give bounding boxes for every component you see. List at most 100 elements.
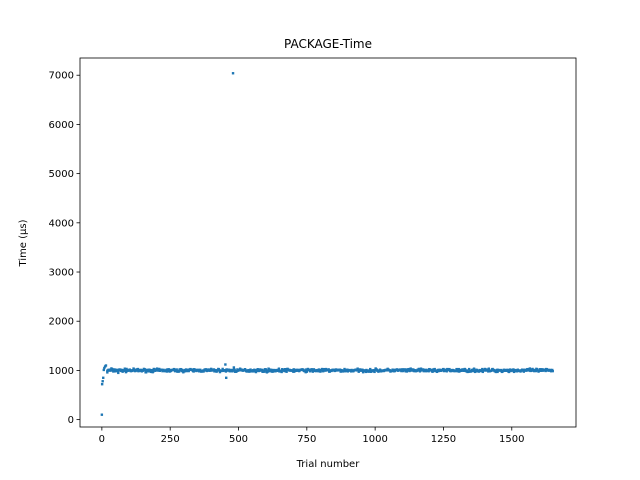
y-axis-ticks: 0 1000 2000 3000 4000 5000 6000 7000 [49, 71, 80, 426]
data-point [303, 369, 307, 373]
data-point [264, 368, 268, 371]
data-point [368, 369, 371, 372]
data-point [430, 368, 433, 372]
data-point [455, 368, 459, 371]
data-point [496, 370, 499, 374]
x-tick-label: 250 [161, 434, 180, 445]
data-point [427, 370, 430, 373]
y-tick-label: 4000 [49, 218, 74, 229]
data-point [199, 368, 202, 372]
data-point [100, 413, 104, 416]
data-point [224, 363, 227, 366]
data-point [100, 383, 104, 386]
data-point [106, 371, 109, 374]
data-point [112, 370, 115, 373]
y-axis-label: Time (μs) [18, 219, 29, 267]
data-point [417, 367, 421, 371]
data-point [191, 368, 194, 371]
x-tick-label: 750 [297, 434, 316, 445]
y-tick-label: 7000 [49, 71, 74, 82]
data-point [184, 368, 188, 371]
data-point [327, 368, 330, 371]
data-point [486, 368, 489, 372]
data-point [292, 368, 295, 371]
data-point [224, 370, 228, 373]
data-point [192, 370, 195, 373]
data-point [506, 368, 510, 372]
data-point [494, 370, 498, 374]
data-point [102, 368, 105, 372]
data-point [155, 367, 159, 370]
data-point [152, 370, 155, 373]
data-point [177, 370, 181, 373]
data-point [512, 368, 515, 371]
data-point [361, 370, 365, 374]
data-point [538, 369, 541, 372]
data-point [277, 367, 281, 370]
data-point [487, 367, 491, 370]
data-point [285, 370, 288, 373]
data-point [175, 368, 178, 371]
plot-area [80, 58, 576, 427]
y-tick-label: 6000 [49, 120, 74, 131]
data-point [102, 376, 105, 379]
y-tick-label: 5000 [49, 169, 74, 180]
data-point [448, 367, 451, 371]
data-point [103, 366, 106, 370]
data-point [225, 376, 228, 379]
y-tick-label: 3000 [49, 268, 74, 279]
y-tick-label: 0 [68, 415, 74, 426]
x-tick-label: 0 [99, 434, 105, 445]
data-point [357, 370, 360, 373]
x-tick-label: 1250 [431, 434, 456, 445]
data-point [254, 370, 258, 374]
data-point [233, 368, 236, 372]
data-point [445, 370, 448, 373]
data-point [369, 367, 372, 371]
y-tick-label: 1000 [49, 366, 74, 377]
x-tick-label: 500 [229, 434, 248, 445]
data-point [528, 367, 532, 370]
data-point [534, 369, 538, 373]
data-point [481, 370, 485, 374]
data-point [280, 370, 283, 374]
data-point [187, 369, 190, 373]
data-point [544, 369, 547, 373]
plot-frame [79, 57, 577, 428]
data-point [472, 367, 476, 370]
data-point [209, 367, 213, 371]
data-point [279, 369, 283, 372]
data-point [522, 370, 525, 373]
x-axis-label: Trial number [296, 459, 361, 470]
data-point [113, 368, 116, 371]
data-point [312, 368, 316, 371]
data-point [246, 370, 249, 373]
data-point [373, 370, 376, 374]
y-tick-label: 2000 [49, 317, 74, 328]
data-point [262, 370, 266, 373]
data-point [232, 366, 236, 369]
data-point [212, 368, 216, 371]
data-point [149, 370, 153, 374]
data-point [551, 369, 554, 373]
x-axis-ticks: 0 250 500 750 1000 1250 1500 [99, 427, 525, 445]
data-point [457, 367, 460, 371]
data-point [467, 367, 471, 371]
data-point [117, 371, 120, 375]
data-point [409, 367, 412, 370]
data-point [231, 72, 235, 75]
data-point [356, 367, 359, 370]
data-point [110, 367, 113, 370]
data-point [104, 364, 108, 367]
data-point [101, 380, 104, 383]
data-point [166, 369, 170, 373]
data-point [135, 369, 139, 372]
data-point [221, 367, 224, 371]
x-tick-label: 1000 [362, 434, 387, 445]
data-point [125, 367, 128, 371]
data-point [271, 370, 275, 373]
data-point [433, 367, 436, 371]
data-points [100, 72, 554, 416]
data-point [143, 368, 147, 371]
